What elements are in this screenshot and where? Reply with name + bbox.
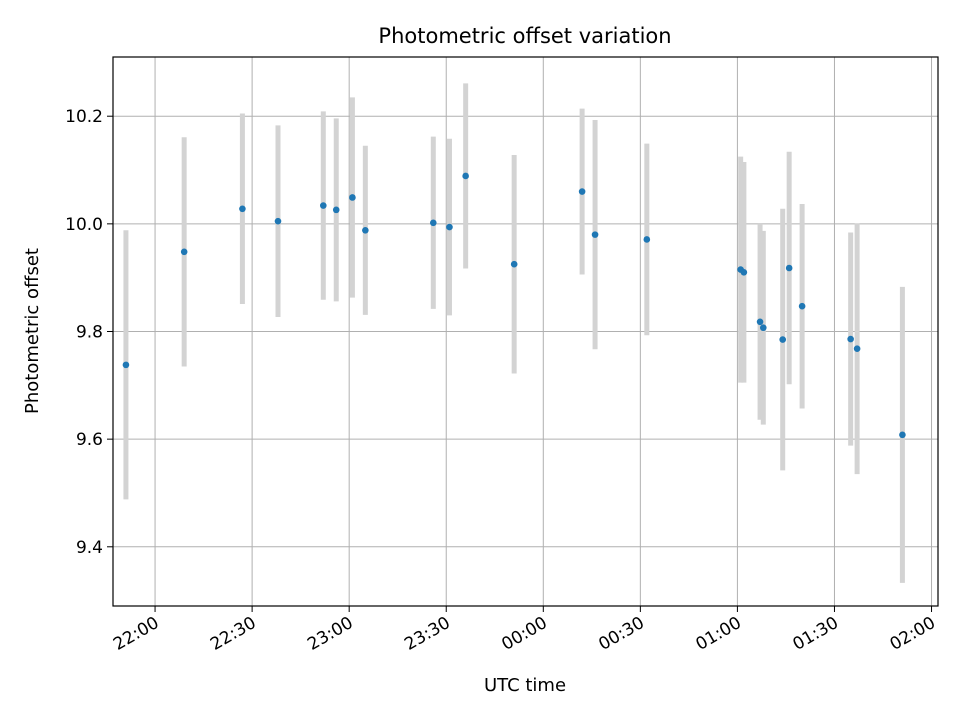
data-point [462,172,469,180]
data-point [274,217,282,225]
data-point [740,268,748,276]
x-tick-label: 23:30 [401,613,453,655]
data-points [122,172,906,439]
data-point [319,202,327,209]
x-tick-label: 22:30 [207,613,259,655]
y-tick-label: 10.2 [65,107,103,127]
data-point [756,318,764,326]
x-axis: 22:00 22:30 23:00 23:30 00:00 00:30 01:00 01:30… [110,606,939,655]
y-axis: 9.4 9.6 9.8 10.0 10.2 [65,107,113,558]
error-bars [123,83,905,583]
x-tick-label: 00:00 [498,613,550,655]
data-point [332,206,340,214]
grid [113,57,938,606]
data-point [798,302,806,310]
data-point [122,361,130,369]
data-point [362,227,369,234]
data-point [578,188,586,195]
x-tick-label: 23:00 [304,613,356,655]
data-point [779,336,787,343]
data-point [643,236,651,243]
x-tick-label: 22:00 [110,613,162,655]
data-point [429,219,437,227]
x-axis-title: UTC time [484,675,566,696]
x-tick-label: 01:30 [790,613,842,655]
y-tick-label: 10.0 [65,215,103,235]
data-point [349,194,356,201]
x-tick-label: 02:00 [887,613,939,655]
data-point [591,231,599,238]
data-point [899,431,906,439]
x-tick-label: 01:00 [692,613,744,655]
data-point [759,324,767,332]
y-axis-title: Photometric offset [22,248,43,414]
data-point [785,264,793,272]
data-point [853,345,861,353]
chart-title: Photometric offset variation [378,24,671,48]
data-point [510,260,518,268]
data-point [847,335,854,343]
x-tick-label: 00:30 [595,613,647,655]
data-point [180,248,188,256]
y-tick-label: 9.4 [76,538,103,558]
y-tick-label: 9.6 [76,430,103,450]
data-point [239,205,246,213]
data-point [446,223,453,231]
y-tick-label: 9.8 [76,323,103,343]
